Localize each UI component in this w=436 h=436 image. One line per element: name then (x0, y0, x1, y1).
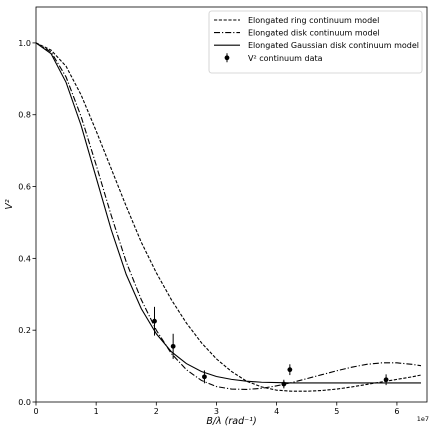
data-point (287, 367, 293, 373)
x-tick-label: 2 (154, 407, 159, 416)
y-tick-label: 0.6 (18, 183, 31, 192)
y-tick-label: 0.4 (18, 254, 31, 263)
x-axis-label: B/λ (rad⁻¹) (206, 416, 256, 427)
x-axis-offset-label: 1e7 (417, 415, 429, 423)
series-layer (35, 42, 422, 392)
x-tick-label: 4 (274, 407, 279, 416)
legend: Elongated ring continuum model Elongated … (208, 10, 423, 74)
y-tick-label: 0.0 (18, 398, 31, 407)
plot-frame (35, 6, 428, 403)
axis-ticks: 0 1 2 3 4 5 6 0.0 0.2 0.4 0.6 0.8 1.0 (18, 39, 399, 416)
series-line-solid (35, 42, 421, 384)
y-tick-label: 1.0 (18, 39, 31, 48)
x-tick-label: 3 (214, 407, 219, 416)
y-axis-label: V² (4, 199, 15, 209)
series-line-dashed (35, 42, 422, 392)
data-points-layer (152, 306, 389, 389)
legend-label: Elongated disk continuum model (248, 29, 380, 38)
data-point (152, 318, 157, 324)
legend-label: V² continuum data (248, 54, 323, 63)
x-tick-label: 5 (334, 407, 339, 416)
x-tick-label: 6 (394, 407, 399, 416)
data-point (383, 377, 389, 383)
series-line-dashdot (35, 42, 422, 390)
data-point (170, 343, 176, 349)
x-tick-label: 0 (33, 407, 38, 416)
y-tick-label: 0.8 (18, 111, 31, 120)
legend-box (208, 10, 423, 74)
data-point (281, 381, 287, 387)
data-point (202, 374, 207, 380)
legend-label: Elongated Gaussian disk continuum model (248, 41, 419, 50)
legend-label: Elongated ring continuum model (248, 16, 379, 25)
y-tick-label: 0.2 (18, 326, 31, 335)
x-tick-label: 1 (94, 407, 99, 416)
legend-marker-swatch (224, 55, 230, 61)
